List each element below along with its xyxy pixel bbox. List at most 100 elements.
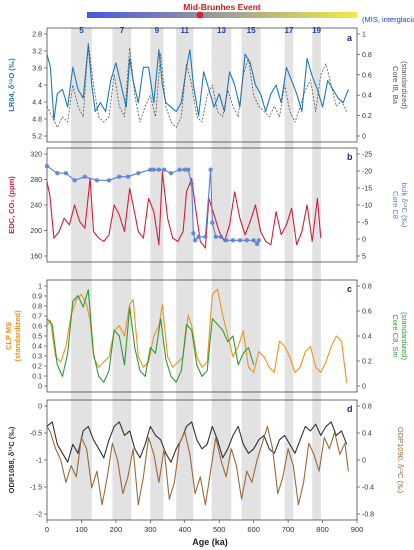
mis-label-5: 5: [79, 26, 84, 35]
panel-d-right-axis-label: ODP1090, δ¹³C (‰): [396, 427, 405, 494]
panel-c-right-tick-label: 0.2: [362, 359, 372, 366]
panel-c-left-tick-label: 0: [38, 384, 42, 391]
panel-b-left-tick-label: 160: [30, 254, 42, 261]
series-clp-ms-line: [46, 288, 348, 383]
series-core-c8-d13c-point: [63, 171, 69, 176]
series-odp1088-line: [46, 421, 348, 463]
panel-b-left-tick-label: 240: [30, 203, 42, 210]
panel-c-right-axis-label-2: (standardized): [400, 312, 409, 360]
series-core-c8-d13c-point: [196, 234, 201, 239]
event-marker: [196, 11, 204, 19]
panel-d-left-tick-label: -0.5: [30, 431, 42, 438]
panel-a-left-tick-label: 3.2: [32, 49, 42, 56]
panel-a-left-axis-label: LR04, δ¹⁸O (‰): [7, 58, 16, 112]
mis-label-19: 19: [312, 26, 321, 35]
panel-b-right-tick-label: -10: [362, 203, 372, 210]
interglacial-band-1: [112, 28, 132, 520]
mis-label-7: 7: [120, 26, 125, 35]
mis-label-11: 11: [181, 26, 190, 35]
series-core-c8-d13c-point: [136, 171, 141, 176]
series-core-c8-d13c-point: [230, 238, 236, 243]
panel-c-left-tick-label: 0.4: [32, 344, 42, 351]
interglacial-band-7: [312, 28, 321, 520]
panel-d-right-tick-label: -0.8: [362, 512, 374, 519]
panel-a-left-tick-label: 5.2: [32, 134, 42, 141]
mis-label-17: 17: [285, 26, 294, 35]
series-core-c8-d13c-point: [161, 167, 167, 172]
series-core-c8-d13c-point: [177, 167, 182, 172]
panel-a-right-tick-label: 0.2: [362, 113, 372, 120]
series-core-c8-d13c-point: [94, 178, 100, 183]
series-lr04-line: [46, 44, 349, 121]
interglacial-band-2: [150, 28, 164, 520]
event-gradient-bar: [87, 12, 357, 18]
event-label: Mid-Brunhes Event: [183, 2, 261, 12]
series-core-c8-d13c-point: [192, 238, 198, 243]
panel-a-letter: a: [347, 33, 353, 43]
interglacial-bands: [71, 28, 321, 520]
series-core-i8-ba-line: [46, 42, 348, 128]
panel-c-left-tick-label: 0.2: [32, 364, 42, 371]
panel-a: 2.8 3.2 3.6 4 4.4 4.8 5.2 1 0.8 0.6 0.4 0.2 0 a LR04, …: [7, 27, 409, 143]
interglacial-band-6: [284, 28, 294, 520]
panel-c-left-tick-label: 0.5: [32, 334, 42, 341]
panel-c-right-tick-label: 0.6: [362, 309, 372, 316]
panel-b-left-tick-label: 280: [30, 177, 42, 184]
panel-a-left-tick-label: 4.4: [32, 100, 42, 107]
panel-a-left-tick-label: 4: [38, 83, 42, 90]
x-tick-label: 100: [75, 525, 88, 534]
panel-c-left-axis-label: CLP MS: [4, 322, 13, 350]
panel-b-right-axis-label: Core C8: [391, 191, 400, 219]
series-core-c8-d13c-point: [117, 174, 122, 179]
panel-d-frame: [46, 399, 358, 521]
x-tick-label: 300: [144, 525, 157, 534]
panel-c-left-tick-label: 0.9: [32, 294, 42, 301]
x-tick-label: 400: [179, 525, 192, 534]
panel-c-left-axis-label-2: (standardized): [13, 310, 22, 362]
series-core-c8-d13c-point: [244, 238, 249, 243]
panel-c-left-tick-label: 0.6: [32, 324, 42, 331]
series-core-c8-d13c-point: [251, 238, 256, 243]
series-core-c8-d13c-point: [237, 238, 243, 243]
panel-b-left-axis-label: EDC, CO₂ (ppm): [7, 176, 16, 234]
panel-b: 320 280 240 200 160 -25 -20 -15 -10 -5 0 5 b EDC, CO₂…: [7, 147, 409, 263]
x-tick-label: 700: [282, 525, 295, 534]
series-core-c8-d13c-point: [72, 178, 77, 183]
panel-c-left-tick-label: 0.3: [32, 354, 42, 361]
mis-note: (MIS, interglacials): [362, 15, 414, 24]
series-core-c8-d13c-point: [189, 181, 194, 186]
series-core-c8-d13c-point: [256, 238, 262, 243]
x-tick-label: 200: [110, 525, 123, 534]
panel-c-right-tick-label: 0.8: [362, 284, 372, 291]
panel-c: 1 0.9 0.8 0.7 0.6 0.5 0.4 0.3 0.2 0.1 0 0.8 0.6 0.4 0.…: [4, 279, 409, 393]
panels: 2.8 3.2 3.6 4 4.4 4.8 5.2 1 0.8 0.6 0.4 0.2 0 a LR04, …: [4, 27, 409, 521]
series-core-c8-d13c-point: [148, 167, 153, 172]
panel-d: 0 -0.5 -1 -1.5 -2 0.8 0.4 0 -0.4 -0.8 d ODP1088, δ¹…: [7, 399, 405, 521]
x-tick-label: 900: [351, 525, 364, 534]
mis-label-9: 9: [155, 26, 160, 35]
panel-c-right-tick-label: 0: [362, 384, 366, 391]
mis-label-13: 13: [217, 26, 226, 35]
panel-d-letter: d: [347, 404, 353, 414]
panel-d-right-tick-label: 0: [362, 458, 366, 465]
panel-a-right-axis-label: Core I8, Ba: [391, 66, 400, 105]
series-odp1090-line: [46, 425, 349, 506]
panel-d-right-tick-label: 0.8: [362, 404, 372, 411]
panel-d-left-tick-label: -2: [36, 512, 42, 519]
panel-d-right-tick-label: -0.4: [362, 485, 374, 492]
panel-b-right-tick-label: -5: [362, 220, 368, 227]
series-core-c8-d13c-point: [168, 171, 174, 176]
panel-a-right-tick-label: 0.4: [362, 93, 372, 100]
panel-c-left-tick-label: 0.7: [32, 314, 42, 321]
panel-d-left-tick-label: -1.5: [30, 485, 42, 492]
series-core-c8-d13c-point: [55, 171, 60, 176]
series-core-c8-sm-line: [46, 289, 255, 383]
series-core-c8-d13c-point: [82, 174, 88, 179]
panel-d-left-tick-label: -1: [36, 458, 42, 465]
panel-b-letter: b: [347, 152, 353, 162]
series-core-c8-d13c-point: [223, 238, 229, 243]
interglacial-band-5: [241, 28, 261, 520]
panel-c-right-axis-label: Core C8, Sm: [391, 314, 400, 357]
panel-a-left-tick-label: 3.6: [32, 66, 42, 73]
